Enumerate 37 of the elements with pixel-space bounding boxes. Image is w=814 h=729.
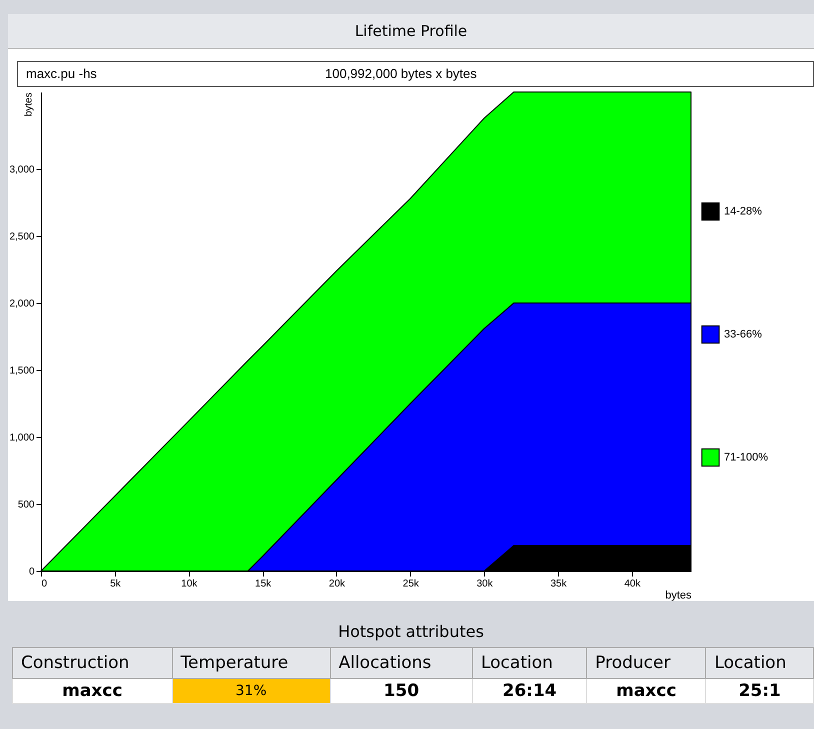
x-tick-label: 20k [328, 578, 346, 590]
chart-subtitle: maxc.pu -hs [26, 65, 97, 83]
text: 31% [172, 678, 330, 704]
legend-label: 14-28% [724, 206, 762, 218]
y-tick-label: 2,000 [9, 298, 35, 310]
text: 100,992,000 bytes x bytes [325, 65, 477, 83]
y-tick-label: 2,500 [9, 232, 35, 243]
x-tick-label: 10k [181, 578, 198, 590]
text: Producer [586, 648, 706, 678]
x-tick-label: 40k [624, 578, 642, 590]
text: Hotspot attributes [337, 622, 485, 641]
x-tick-label: 35k [550, 578, 568, 590]
text: Allocations [330, 648, 472, 678]
x-axis-title: bytes [665, 590, 692, 602]
x-tick-label: 15k [255, 578, 272, 590]
y-tick-label: 3,000 [9, 164, 35, 176]
legend-label: 33-66% [724, 328, 762, 340]
x-tick-label: 5k [110, 578, 122, 590]
text: 25:1 [706, 678, 814, 704]
text: Location [706, 648, 814, 678]
y-tick-label: 0 [28, 566, 35, 578]
chart-title: Lifetime Profile [8, 14, 814, 49]
text: 26:14 [472, 678, 587, 704]
text: Construction [12, 648, 172, 678]
x-tick-label: 25k [402, 578, 420, 590]
y-tick-label: 1,500 [9, 366, 35, 377]
text: Temperature [172, 648, 330, 678]
text: maxcc [586, 678, 706, 704]
y-axis-title: bytes [24, 92, 34, 116]
y-tick-label: 500 [18, 500, 35, 511]
legend-label: 71-100% [724, 452, 768, 464]
text: 150 [330, 678, 472, 704]
y-tick-label: 1,000 [9, 432, 35, 444]
text: Location [472, 648, 587, 678]
x-tick-label: 30k [476, 578, 494, 590]
x-tick-label: 0 [42, 578, 48, 590]
text: maxcc [12, 678, 172, 704]
